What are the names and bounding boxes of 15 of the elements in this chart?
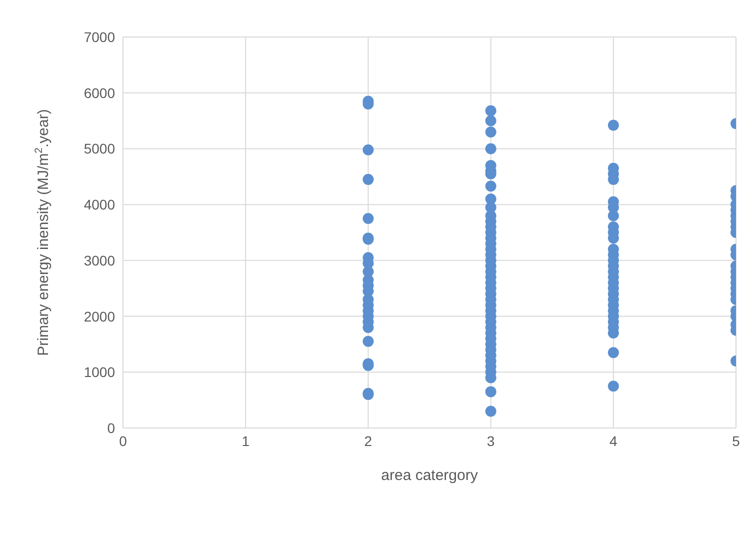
x-tick-label: 4 (610, 432, 618, 449)
x-tick-label: 5 (732, 432, 740, 449)
x-tick-label: 0 (119, 432, 128, 449)
x-tick-label: 2 (364, 432, 372, 449)
y-tick-label: 7000 (84, 28, 116, 45)
x-axis-title: area catergory (381, 467, 478, 484)
x-tick-label: 3 (486, 432, 495, 449)
y-tick-label: 1000 (84, 364, 116, 380)
y-tick-label: 0 (107, 420, 116, 436)
y-tick-label: 2000 (84, 308, 116, 324)
y-tick-label: 6000 (84, 84, 116, 101)
y-tick-label: 3000 (84, 252, 116, 268)
y-tick-label: 4000 (84, 196, 116, 213)
x-tick-label: 1 (242, 432, 250, 449)
y-tick-label: 5000 (84, 140, 116, 157)
